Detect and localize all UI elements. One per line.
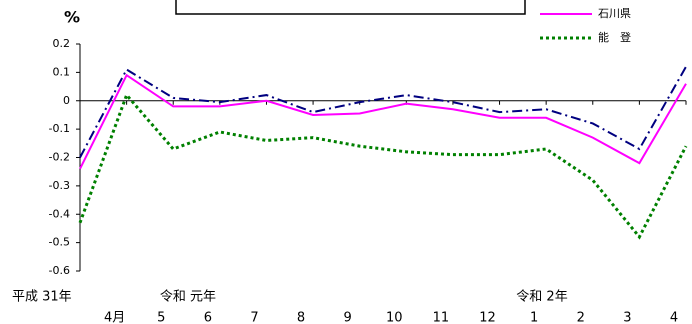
series-line	[78, 92, 688, 240]
y-tick-label: 0	[63, 94, 70, 107]
x-tick-label: 9	[344, 311, 352, 324]
era-label: 令和 2年	[516, 290, 567, 305]
series-line	[79, 66, 687, 158]
y-tick-label: -0.2	[49, 151, 70, 164]
x-tick-label: 8	[297, 311, 305, 324]
y-tick-label: -0.3	[49, 179, 70, 192]
legend-label: 能 登	[598, 30, 631, 44]
era-label: 令和 元年	[160, 290, 216, 305]
x-tick-label: 7	[250, 311, 258, 324]
x-tick-label: 12	[479, 311, 496, 324]
x-tick-label: 4	[670, 311, 678, 324]
x-tick-label: 5	[157, 311, 165, 324]
x-tick-label: 1	[530, 311, 538, 324]
y-tick-label: 0.2	[53, 37, 71, 50]
era-label: 平成 31年	[12, 290, 72, 305]
x-tick-label: 11	[433, 311, 450, 324]
x-tick-label: 3	[623, 311, 631, 324]
y-axis-label: %	[64, 8, 80, 27]
y-tick-label: -0.4	[49, 207, 70, 220]
y-tick-label: -0.1	[49, 122, 70, 135]
legend-label: 石川県	[598, 7, 631, 20]
x-tick-label: 2	[577, 311, 585, 324]
y-tick-label: -0.6	[49, 264, 70, 277]
y-tick-label: -0.5	[49, 236, 70, 249]
y-tick-label: 0.1	[53, 65, 71, 78]
series-line	[79, 73, 687, 170]
x-tick-label: 10	[386, 311, 403, 324]
x-tick-label: 4月	[104, 311, 125, 324]
x-tick-label: 6	[204, 311, 212, 324]
title-box	[175, 0, 526, 15]
